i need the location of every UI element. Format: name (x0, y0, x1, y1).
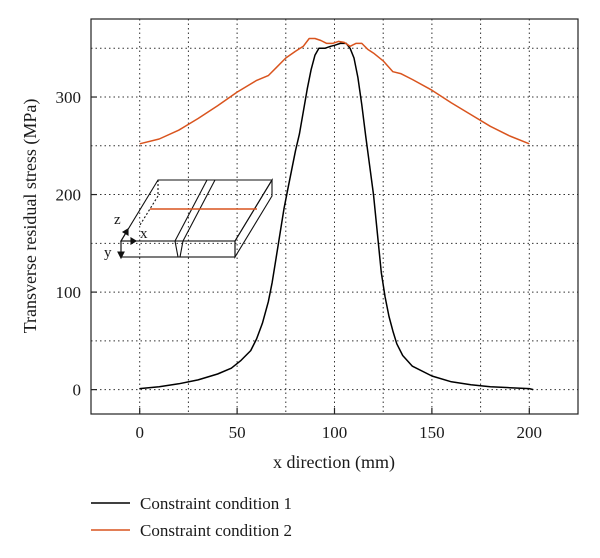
plate-hidden-edge-2 (139, 195, 159, 226)
plate-weld-front-2 (179, 240, 184, 258)
coord-y-arrowhead (117, 251, 125, 260)
inset-z-label: z (114, 212, 121, 228)
coord-z-arrowhead (121, 228, 129, 236)
plate-weld-front-1 (174, 240, 179, 258)
series-lines (139, 37, 534, 391)
y-tick-label: 100 (56, 283, 82, 302)
x-axis-title: x direction (mm) (273, 452, 395, 473)
series-line-1 (139, 42, 534, 391)
plate-schematic (117, 178, 273, 260)
legend-label-series-1: Constraint condition 1 (140, 494, 292, 513)
x-tick-label: 0 (135, 423, 144, 442)
x-tick-label: 50 (229, 423, 246, 442)
series-line-2 (139, 37, 530, 145)
x-tick-label: 100 (322, 423, 348, 442)
inset-y-label: y (104, 245, 112, 261)
y-tick-label: 0 (73, 381, 82, 400)
x-tick-label: 200 (517, 423, 543, 442)
y-axis-title: Transverse residual stress (MPa) (20, 99, 41, 334)
inset-x-label: x (140, 226, 148, 242)
y-tick-label: 300 (56, 88, 82, 107)
coord-x-arrowhead (130, 237, 138, 245)
plate-side-face (234, 178, 273, 259)
plate-weld-line-1 (174, 179, 208, 242)
x-tick-label: 150 (419, 423, 445, 442)
y-tick-label: 200 (56, 186, 82, 205)
plate-weld-line-2 (182, 179, 216, 242)
axis-ticks: 0 50 100 150 200 0 100 200 300 (56, 88, 543, 442)
legend-label-series-2: Constraint condition 2 (140, 521, 292, 540)
legend: Constraint condition 1 Constraint condit… (91, 494, 292, 540)
grid (91, 19, 579, 414)
